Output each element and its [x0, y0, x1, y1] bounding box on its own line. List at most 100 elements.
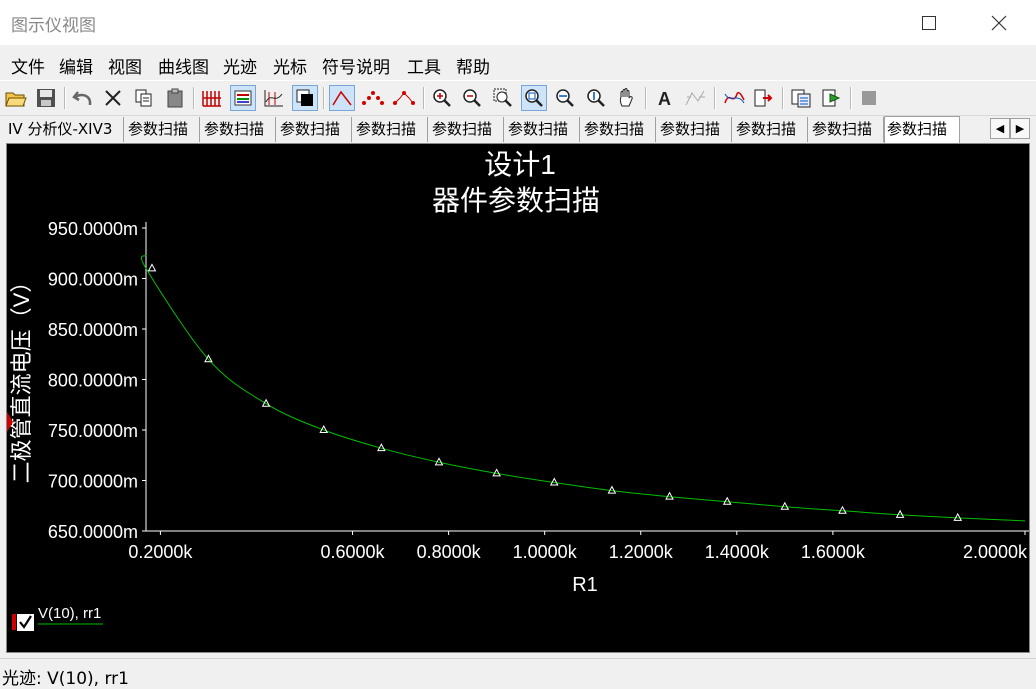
tab-scroll-left-button[interactable]: ◀ [990, 118, 1010, 139]
copy-graph-icon [791, 89, 811, 108]
export-button[interactable] [751, 85, 777, 111]
tab-param-sweep-5[interactable]: 参数扫描 [430, 117, 504, 142]
y-axis-label: 二极管直流电压（V） [9, 271, 34, 484]
undo-button[interactable] [70, 85, 96, 111]
axes [145, 222, 1029, 532]
line-points-mode-button[interactable] [391, 85, 417, 111]
data-point [434, 457, 444, 466]
toolbar: A [0, 80, 1036, 116]
grid-toggle-button[interactable] [199, 85, 225, 111]
tab-param-sweep-1[interactable]: 参数扫描 [126, 117, 200, 142]
data-point [665, 491, 674, 500]
points-mode-button[interactable] [360, 85, 386, 111]
zoom-y-icon [587, 89, 605, 107]
data-point [261, 398, 271, 407]
export-icon [754, 89, 773, 107]
annotate-button[interactable] [683, 85, 709, 111]
zoom-out-button[interactable] [459, 85, 485, 111]
text-button[interactable]: A [652, 85, 678, 111]
menu-trace[interactable]: 光迹 [223, 58, 257, 78]
menu-edit[interactable]: 编辑 [59, 58, 93, 78]
background-icon [296, 89, 313, 106]
undo-icon [72, 91, 92, 106]
menu-cursor[interactable]: 光标 [273, 58, 307, 78]
tab-param-sweep-2[interactable]: 参数扫描 [202, 117, 276, 142]
zoom-out-icon [463, 89, 481, 107]
open-folder-icon [5, 92, 27, 107]
transfer-button[interactable] [819, 85, 845, 111]
data-point [204, 354, 213, 363]
data-point [377, 443, 386, 452]
tab-scroll-right-button[interactable]: ▶ [1010, 118, 1030, 139]
pan-button[interactable] [614, 85, 640, 111]
save-icon [37, 89, 55, 107]
cursor-marker[interactable] [7, 412, 13, 432]
series-line [140, 254, 1026, 522]
menu-file[interactable]: 文件 [11, 58, 45, 78]
zoom-area-button[interactable] [490, 85, 516, 111]
copy-graph-button[interactable] [788, 85, 814, 111]
tab-param-sweep-8[interactable]: 参数扫描 [658, 117, 732, 142]
tab-param-sweep-7[interactable]: 参数扫描 [582, 117, 656, 142]
maximize-icon [922, 15, 936, 30]
chart-svg[interactable]: 设计1 器件参数扫描 950.0000m 900.0000m 850.0000m 80… [7, 144, 1029, 652]
data-point [607, 485, 617, 494]
status-text: 光迹: V(10), rr1 [2, 669, 129, 689]
menu-view[interactable]: 视图 [108, 58, 142, 78]
menu-legend[interactable]: 符号说明 [322, 58, 390, 78]
zoom-fit-button[interactable] [521, 85, 547, 111]
chart-title: 设计1 [484, 149, 556, 180]
graph-panel[interactable]: 设计1 器件参数扫描 950.0000m 900.0000m 850.0000m 80… [6, 143, 1030, 653]
hand-icon [619, 88, 633, 107]
x-tick-label: 1.2000k [609, 542, 674, 562]
tab-param-sweep-9[interactable]: 参数扫描 [734, 117, 808, 142]
tab-param-sweep-10[interactable]: 参数扫描 [810, 117, 884, 142]
y-tick-label: 950.0000m [48, 219, 138, 239]
zoom-y-button[interactable] [583, 85, 609, 111]
menu-tools[interactable]: 工具 [407, 58, 441, 78]
legend-toggle-button[interactable] [230, 85, 256, 111]
zoom-in-button[interactable] [429, 85, 455, 111]
x-tick-label: 2.0000k [963, 542, 1028, 562]
tab-iv-analyzer[interactable]: IV 分析仪-XIV3 [6, 117, 124, 142]
cursor-icon [264, 90, 283, 107]
zoom-x-button[interactable] [552, 85, 578, 111]
tab-param-sweep-6[interactable]: 参数扫描 [506, 117, 580, 142]
maximize-button[interactable] [906, 0, 952, 45]
window-title: 图示仪视图 [11, 16, 96, 36]
menu-graph[interactable]: 曲线图 [158, 58, 209, 78]
scatter-icon [362, 91, 384, 105]
stop-button[interactable] [856, 85, 882, 111]
tab-param-sweep-3[interactable]: 参数扫描 [278, 117, 352, 142]
line-chart-icon [332, 90, 352, 106]
close-button[interactable] [976, 0, 1022, 45]
text-icon: A [658, 89, 671, 108]
background-toggle-button[interactable] [292, 85, 318, 111]
data-point [780, 501, 790, 510]
paste-icon [167, 88, 183, 108]
x-axis-label: R1 [572, 574, 598, 596]
legend-icon [234, 90, 252, 106]
tab-param-sweep-4[interactable]: 参数扫描 [354, 117, 428, 142]
svg-text:A: A [658, 89, 671, 108]
y-tick-label: 700.0000m [48, 472, 138, 492]
stop-icon [862, 91, 876, 105]
trace-props-button[interactable] [721, 85, 747, 111]
paste-button[interactable] [162, 85, 188, 111]
legend-color-swatch [12, 614, 16, 630]
y-tick-label: 850.0000m [48, 320, 138, 340]
cursor-toggle-button[interactable] [261, 85, 287, 111]
data-point [147, 263, 157, 272]
menu-help[interactable]: 帮助 [456, 58, 490, 78]
zoom-fit-icon [525, 89, 543, 107]
cut-button[interactable] [100, 85, 126, 111]
series-markers [147, 263, 963, 521]
annotate-icon [685, 90, 705, 106]
copy-button[interactable] [131, 85, 157, 111]
cut-icon [105, 90, 121, 106]
x-tick-label: 1.4000k [705, 542, 770, 562]
tab-param-sweep-11[interactable]: 参数扫描 [884, 116, 960, 143]
save-button[interactable] [33, 85, 59, 111]
line-mode-button[interactable] [329, 85, 355, 111]
open-folder-button[interactable] [3, 85, 29, 111]
